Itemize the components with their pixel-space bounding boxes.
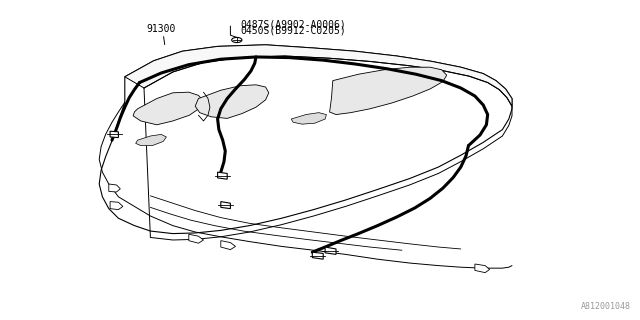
Polygon shape [110, 202, 123, 210]
Polygon shape [221, 202, 230, 209]
Polygon shape [109, 184, 120, 192]
Polygon shape [475, 264, 490, 273]
Polygon shape [99, 45, 512, 234]
Text: 91300: 91300 [146, 24, 175, 34]
Polygon shape [312, 252, 323, 259]
Polygon shape [291, 113, 326, 124]
Polygon shape [195, 85, 269, 118]
Polygon shape [133, 92, 204, 125]
Polygon shape [189, 234, 204, 243]
Polygon shape [110, 131, 118, 138]
Text: 0450S(B9912-C0205): 0450S(B9912-C0205) [240, 26, 346, 36]
Polygon shape [330, 67, 447, 115]
Polygon shape [125, 45, 512, 106]
Polygon shape [325, 247, 336, 254]
Polygon shape [218, 172, 227, 179]
Text: A812001048: A812001048 [580, 302, 630, 311]
Polygon shape [136, 134, 166, 146]
Polygon shape [221, 241, 236, 250]
Text: 0487S(A9902-A0006): 0487S(A9902-A0006) [240, 20, 346, 29]
